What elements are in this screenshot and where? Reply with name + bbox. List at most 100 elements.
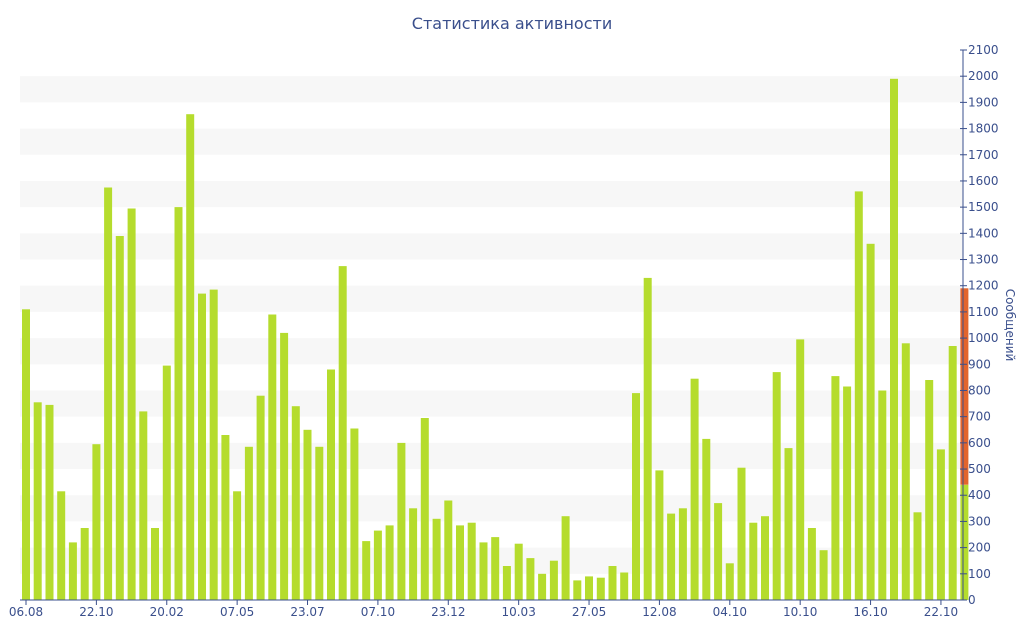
bar[interactable] xyxy=(162,365,171,600)
x-tick-label: 27.05 xyxy=(572,605,606,619)
bar[interactable] xyxy=(491,537,500,600)
grid-band xyxy=(20,442,963,470)
bar[interactable] xyxy=(854,191,863,600)
y-tick-label: 600 xyxy=(968,436,991,450)
bar[interactable] xyxy=(104,187,113,601)
bar[interactable] xyxy=(608,566,617,600)
bar[interactable] xyxy=(174,207,183,600)
bar[interactable] xyxy=(80,528,89,600)
bar[interactable] xyxy=(244,446,253,600)
grid-band xyxy=(20,285,963,312)
bar[interactable] xyxy=(502,566,511,600)
bar[interactable] xyxy=(115,236,124,600)
bar[interactable] xyxy=(479,542,488,600)
y-tick-label: 1400 xyxy=(968,226,999,240)
y-tick-label: 1700 xyxy=(968,148,999,162)
x-tick-label: 10.03 xyxy=(501,605,535,619)
bar[interactable] xyxy=(714,503,723,600)
bar[interactable] xyxy=(45,404,54,600)
bar[interactable] xyxy=(831,376,840,600)
bar[interactable] xyxy=(268,314,277,601)
bar[interactable] xyxy=(526,558,535,600)
bar[interactable] xyxy=(280,332,289,600)
bar[interactable] xyxy=(632,393,640,600)
bar[interactable] xyxy=(233,491,242,600)
bar[interactable] xyxy=(561,516,570,600)
x-tick-label: 20.02 xyxy=(150,605,184,619)
y-tick-label: 1900 xyxy=(968,95,999,109)
bar[interactable] xyxy=(350,428,359,601)
bar[interactable] xyxy=(538,573,547,600)
grid-band xyxy=(20,76,963,103)
bar[interactable] xyxy=(127,208,136,601)
bar[interactable] xyxy=(737,467,746,600)
bar[interactable] xyxy=(385,525,394,600)
bar[interactable] xyxy=(936,449,945,600)
bar[interactable] xyxy=(397,442,406,600)
y-axis: 0 100 200 300 400 500 600 700 800 900 1000 1100 1200… xyxy=(960,43,999,607)
bar[interactable] xyxy=(573,580,582,600)
bar[interactable] xyxy=(807,528,816,600)
bar[interactable] xyxy=(514,543,523,600)
bar[interactable] xyxy=(901,343,910,600)
bar[interactable] xyxy=(960,484,969,600)
bar[interactable] xyxy=(327,369,335,601)
x-tick-label: 16.10 xyxy=(853,605,887,619)
bar[interactable] xyxy=(796,339,805,600)
bar[interactable] xyxy=(843,386,852,601)
bar[interactable] xyxy=(420,418,429,600)
y-axis-title: Сообщений xyxy=(1003,289,1017,362)
bar[interactable] xyxy=(925,380,934,600)
y-tick-label: 1200 xyxy=(968,279,999,293)
bar[interactable] xyxy=(186,114,195,600)
bar[interactable] xyxy=(456,525,464,600)
bar[interactable] xyxy=(725,563,734,600)
bar[interactable] xyxy=(667,513,676,600)
bar[interactable] xyxy=(22,309,30,600)
bar[interactable] xyxy=(373,530,382,600)
bar[interactable] xyxy=(444,500,453,601)
bar[interactable] xyxy=(596,577,605,600)
bar[interactable] xyxy=(409,508,418,600)
bar[interactable] xyxy=(467,522,476,600)
bar[interactable] xyxy=(209,289,218,600)
bar[interactable] xyxy=(878,390,887,601)
bar[interactable] xyxy=(198,293,206,600)
bar[interactable] xyxy=(256,395,265,600)
grid-band xyxy=(20,390,963,417)
bar[interactable] xyxy=(784,448,793,600)
bar[interactable] xyxy=(57,491,66,600)
bar[interactable] xyxy=(92,444,101,600)
bar[interactable] xyxy=(221,435,230,600)
bar[interactable] xyxy=(819,550,828,600)
bar[interactable] xyxy=(913,512,922,600)
bar[interactable] xyxy=(761,516,769,600)
x-tick-label: 04.10 xyxy=(713,605,747,619)
bar[interactable] xyxy=(890,78,898,601)
bar[interactable] xyxy=(702,438,711,600)
bar[interactable] xyxy=(362,541,371,600)
bar[interactable] xyxy=(151,528,159,600)
bar[interactable] xyxy=(749,522,758,600)
bar[interactable] xyxy=(291,406,300,600)
bar[interactable] xyxy=(315,446,324,600)
bar[interactable] xyxy=(772,372,781,600)
bar[interactable] xyxy=(303,429,312,600)
bar[interactable] xyxy=(585,576,593,600)
bar[interactable] xyxy=(866,243,875,601)
bar[interactable] xyxy=(139,411,148,600)
bar[interactable] xyxy=(338,266,347,600)
bar[interactable] xyxy=(33,402,42,600)
bar[interactable] xyxy=(432,518,441,600)
bar[interactable] xyxy=(678,508,687,600)
bar-highlight[interactable] xyxy=(960,288,969,485)
bar[interactable] xyxy=(655,470,664,600)
bar[interactable] xyxy=(68,542,77,600)
bar[interactable] xyxy=(948,346,957,600)
bar[interactable] xyxy=(620,572,629,601)
bar[interactable] xyxy=(643,277,652,600)
bar[interactable] xyxy=(690,378,699,600)
bar[interactable] xyxy=(549,560,558,600)
y-tick-label: 300 xyxy=(968,514,991,528)
